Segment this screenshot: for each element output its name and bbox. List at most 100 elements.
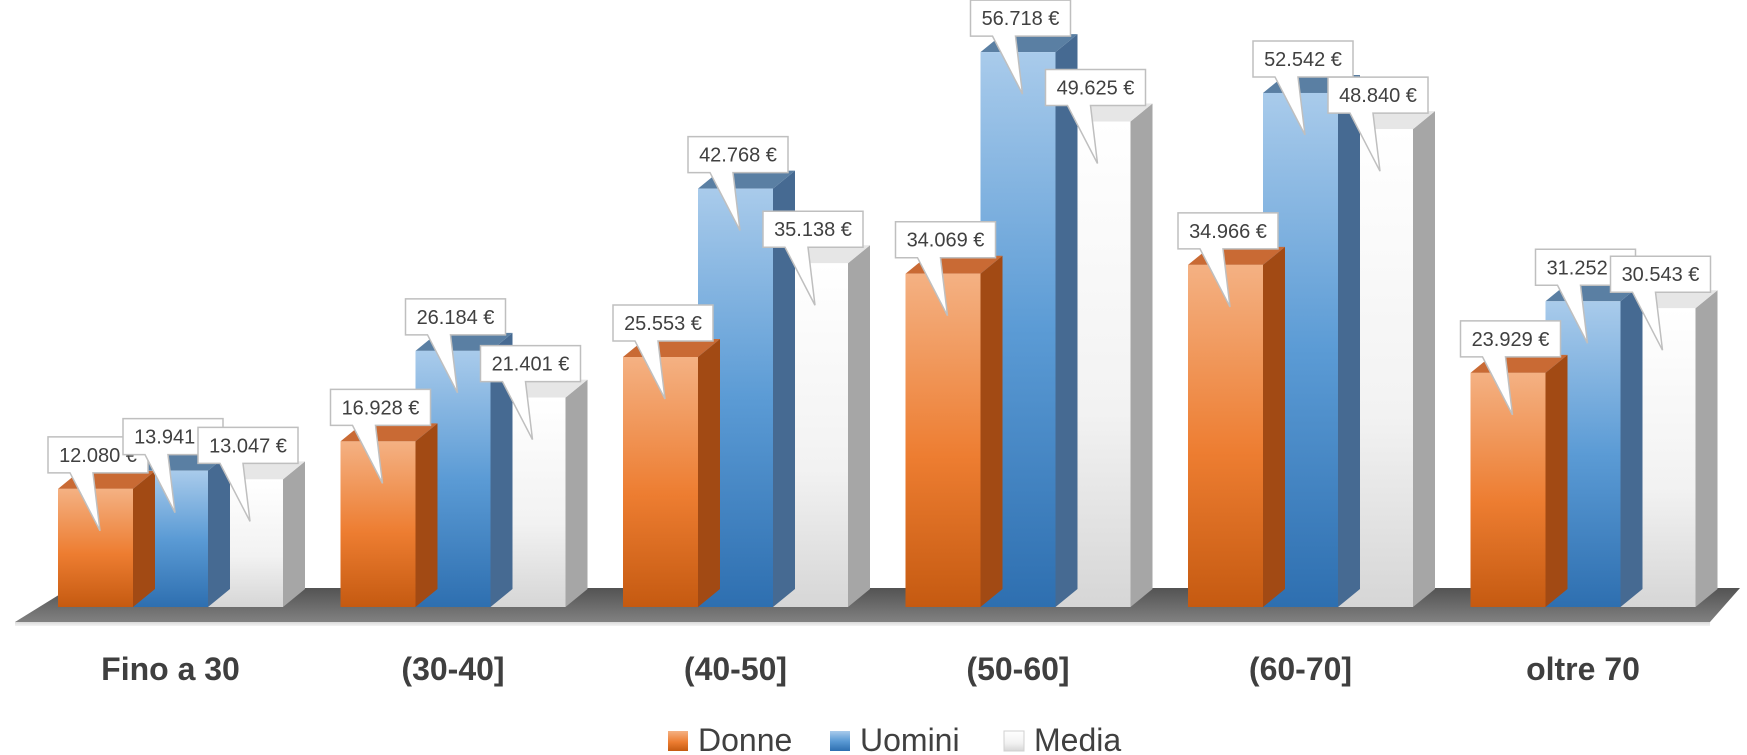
data-label-text: 13.941 € — [134, 427, 212, 449]
bar-side — [133, 470, 155, 607]
bar-side — [208, 452, 230, 607]
data-label-donne-60-70: 34.966 € — [1177, 212, 1279, 308]
bar-side — [1130, 103, 1153, 608]
callout-box — [1177, 212, 1279, 308]
legend: Donne Uomini Media — [668, 722, 1121, 755]
data-label-media-30-40: 21.401 € — [479, 344, 582, 440]
bar-side — [1338, 74, 1360, 607]
data-labels-layer: 12.080 €13.941 €13.047 € 16.928 € 26.184 €… — [47, 0, 1712, 532]
callout-box — [1044, 68, 1147, 164]
data-label-text: 34.069 € — [907, 230, 985, 252]
bar-side — [1263, 246, 1285, 608]
legend-item-donne: Donne — [668, 722, 792, 755]
data-label-media-oltre-70: 30.543 € — [1609, 255, 1712, 351]
data-label-donne-30-40: 16.928 € — [329, 388, 432, 484]
data-label-text: 13.047 € — [209, 435, 287, 457]
data-label-text: 48.840 € — [1339, 85, 1417, 107]
data-label-text: 31.252 € — [1547, 257, 1625, 279]
legend-swatch-media — [1003, 730, 1025, 752]
bar-side — [848, 245, 870, 608]
data-label-media-50-60: 49.625 € — [1044, 68, 1147, 164]
data-label-media-fino-a-30: 13.047 € — [197, 426, 299, 522]
bar-side — [773, 170, 795, 607]
data-label-uomini-30-40: 26.184 € — [404, 298, 507, 394]
bar-side — [1620, 283, 1643, 607]
data-label-text: 26.184 € — [417, 307, 495, 329]
bar-donne-40-50 — [623, 339, 720, 607]
data-label-text: 12.080 € — [59, 445, 137, 467]
legend-item-uomini: Uomini — [830, 722, 960, 755]
bar-side — [980, 255, 1003, 607]
bar-side — [1413, 111, 1435, 607]
callout-box — [894, 220, 997, 317]
data-label-media-40-50: 35.138 € — [762, 210, 864, 306]
data-label-donne-oltre-70: 23.929 € — [1459, 320, 1562, 416]
bar-donne-50-60 — [905, 255, 1003, 607]
callout-box — [1459, 320, 1562, 416]
legend-swatch-uomini — [830, 731, 850, 751]
legend-item-media: Media — [1003, 722, 1121, 755]
data-label-text: 30.543 € — [1622, 264, 1700, 286]
callout-box — [1327, 76, 1429, 172]
data-label-text: 42.768 € — [699, 145, 777, 167]
legend-label-media: Media — [1034, 722, 1121, 755]
bar-side — [698, 339, 720, 607]
legend-swatch-donne — [668, 731, 688, 751]
callout-box — [1609, 255, 1712, 351]
data-label-donne-fino-a-30: 12.080 € — [47, 436, 149, 532]
bar-side — [565, 379, 588, 607]
bar-donne-fino-a-30 — [58, 470, 155, 607]
bar-uomini-40-50 — [698, 170, 795, 607]
bar-donne-60-70 — [1188, 246, 1285, 608]
bar-side — [283, 461, 305, 607]
callout-box — [969, 0, 1072, 95]
chart-baseline — [15, 622, 1710, 626]
bar-front — [1188, 264, 1263, 607]
data-label-donne-50-60: 34.069 € — [894, 220, 997, 317]
data-label-uomini-40-50: 42.768 € — [687, 135, 789, 231]
data-label-text: 16.928 € — [342, 397, 420, 419]
category-label-40-50: (40-50] — [684, 651, 787, 687]
data-label-text: 25.553 € — [624, 313, 702, 335]
category-label-fino-a-30: Fino a 30 — [101, 651, 240, 687]
bar-side — [415, 423, 438, 607]
category-label-30-40: (30-40] — [401, 651, 504, 687]
callout-box — [404, 298, 507, 394]
callout-box — [479, 344, 582, 440]
data-label-text: 56.718 € — [982, 8, 1060, 30]
category-label-50-60: (50-60] — [966, 651, 1069, 687]
bar-side — [1545, 354, 1568, 607]
callout-box — [612, 304, 714, 400]
bar-donne-30-40 — [340, 423, 438, 607]
callout-box — [687, 135, 789, 231]
data-label-text: 52.542 € — [1264, 49, 1342, 71]
callout-box — [197, 426, 299, 522]
callout-box — [1252, 40, 1354, 136]
data-label-uomini-50-60: 56.718 € — [969, 0, 1072, 95]
bar-side — [1055, 34, 1078, 608]
data-label-text: 35.138 € — [774, 219, 852, 241]
bar-side — [1695, 290, 1718, 607]
data-label-text: 23.929 € — [1472, 329, 1550, 351]
legend-label-uomini: Uomini — [860, 722, 960, 755]
data-label-uomini-60-70: 52.542 € — [1252, 40, 1354, 136]
bar-front — [905, 273, 981, 607]
data-label-text: 49.625 € — [1057, 78, 1135, 100]
category-axis: Fino a 30 (30-40] (40-50] (50-60] (60-70] olt… — [101, 651, 1640, 687]
category-label-oltre-70: oltre 70 — [1526, 651, 1640, 687]
bar-media-50-60 — [1055, 103, 1153, 608]
data-label-donne-40-50: 25.553 € — [612, 304, 714, 400]
data-label-text: 34.966 € — [1189, 221, 1267, 243]
category-label-60-70: (60-70] — [1249, 651, 1352, 687]
data-label-media-60-70: 48.840 € — [1327, 76, 1429, 172]
data-label-text: 21.401 € — [492, 354, 570, 376]
bar-donne-oltre-70 — [1470, 354, 1568, 607]
callout-box — [329, 388, 432, 484]
legend-label-donne: Donne — [698, 722, 792, 755]
bar-side — [490, 332, 513, 607]
bar-front — [1470, 372, 1546, 607]
bar-front — [623, 357, 698, 607]
callout-box — [762, 210, 864, 306]
